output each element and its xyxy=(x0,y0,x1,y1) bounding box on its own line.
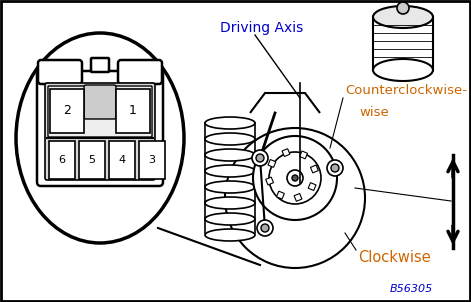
Bar xyxy=(116,89,150,133)
Ellipse shape xyxy=(205,229,255,241)
Bar xyxy=(300,151,308,159)
Text: 1: 1 xyxy=(129,104,137,117)
FancyBboxPatch shape xyxy=(45,83,155,180)
Circle shape xyxy=(253,136,337,220)
Text: Driving Axis: Driving Axis xyxy=(220,21,303,35)
Ellipse shape xyxy=(373,6,433,28)
Bar xyxy=(373,17,433,70)
FancyBboxPatch shape xyxy=(38,60,82,84)
Circle shape xyxy=(327,160,343,176)
Bar xyxy=(49,141,75,179)
Bar xyxy=(268,159,276,167)
Circle shape xyxy=(397,2,409,14)
FancyBboxPatch shape xyxy=(37,71,163,186)
FancyBboxPatch shape xyxy=(91,58,109,72)
Circle shape xyxy=(331,164,339,172)
Bar xyxy=(276,191,284,199)
Text: B56305: B56305 xyxy=(390,284,433,294)
Ellipse shape xyxy=(205,133,255,145)
Circle shape xyxy=(269,152,321,204)
FancyBboxPatch shape xyxy=(84,85,116,119)
Bar xyxy=(109,141,135,179)
Circle shape xyxy=(252,150,268,166)
Text: 5: 5 xyxy=(89,155,96,165)
Text: 6: 6 xyxy=(58,155,65,165)
Bar xyxy=(282,149,290,156)
Circle shape xyxy=(287,170,303,186)
Ellipse shape xyxy=(205,117,255,129)
Circle shape xyxy=(261,224,269,232)
Text: 4: 4 xyxy=(118,155,126,165)
Text: 3: 3 xyxy=(148,155,155,165)
Ellipse shape xyxy=(373,59,433,81)
Ellipse shape xyxy=(205,181,255,193)
Bar xyxy=(50,89,84,133)
Circle shape xyxy=(257,220,273,236)
Bar xyxy=(139,141,165,179)
FancyBboxPatch shape xyxy=(118,60,162,84)
Text: 2: 2 xyxy=(63,104,71,117)
Bar xyxy=(308,183,316,191)
Ellipse shape xyxy=(205,213,255,225)
Text: Clockwise: Clockwise xyxy=(358,250,431,265)
Bar xyxy=(266,177,274,185)
Ellipse shape xyxy=(205,197,255,209)
Bar xyxy=(310,165,318,173)
Ellipse shape xyxy=(205,165,255,177)
Bar xyxy=(79,141,105,179)
Text: wise: wise xyxy=(359,105,389,118)
Ellipse shape xyxy=(205,149,255,161)
FancyBboxPatch shape xyxy=(48,86,152,137)
Bar xyxy=(294,194,302,201)
Text: Counterclockwise-: Counterclockwise- xyxy=(345,83,467,97)
Circle shape xyxy=(292,175,298,181)
Ellipse shape xyxy=(16,33,184,243)
Circle shape xyxy=(256,154,264,162)
